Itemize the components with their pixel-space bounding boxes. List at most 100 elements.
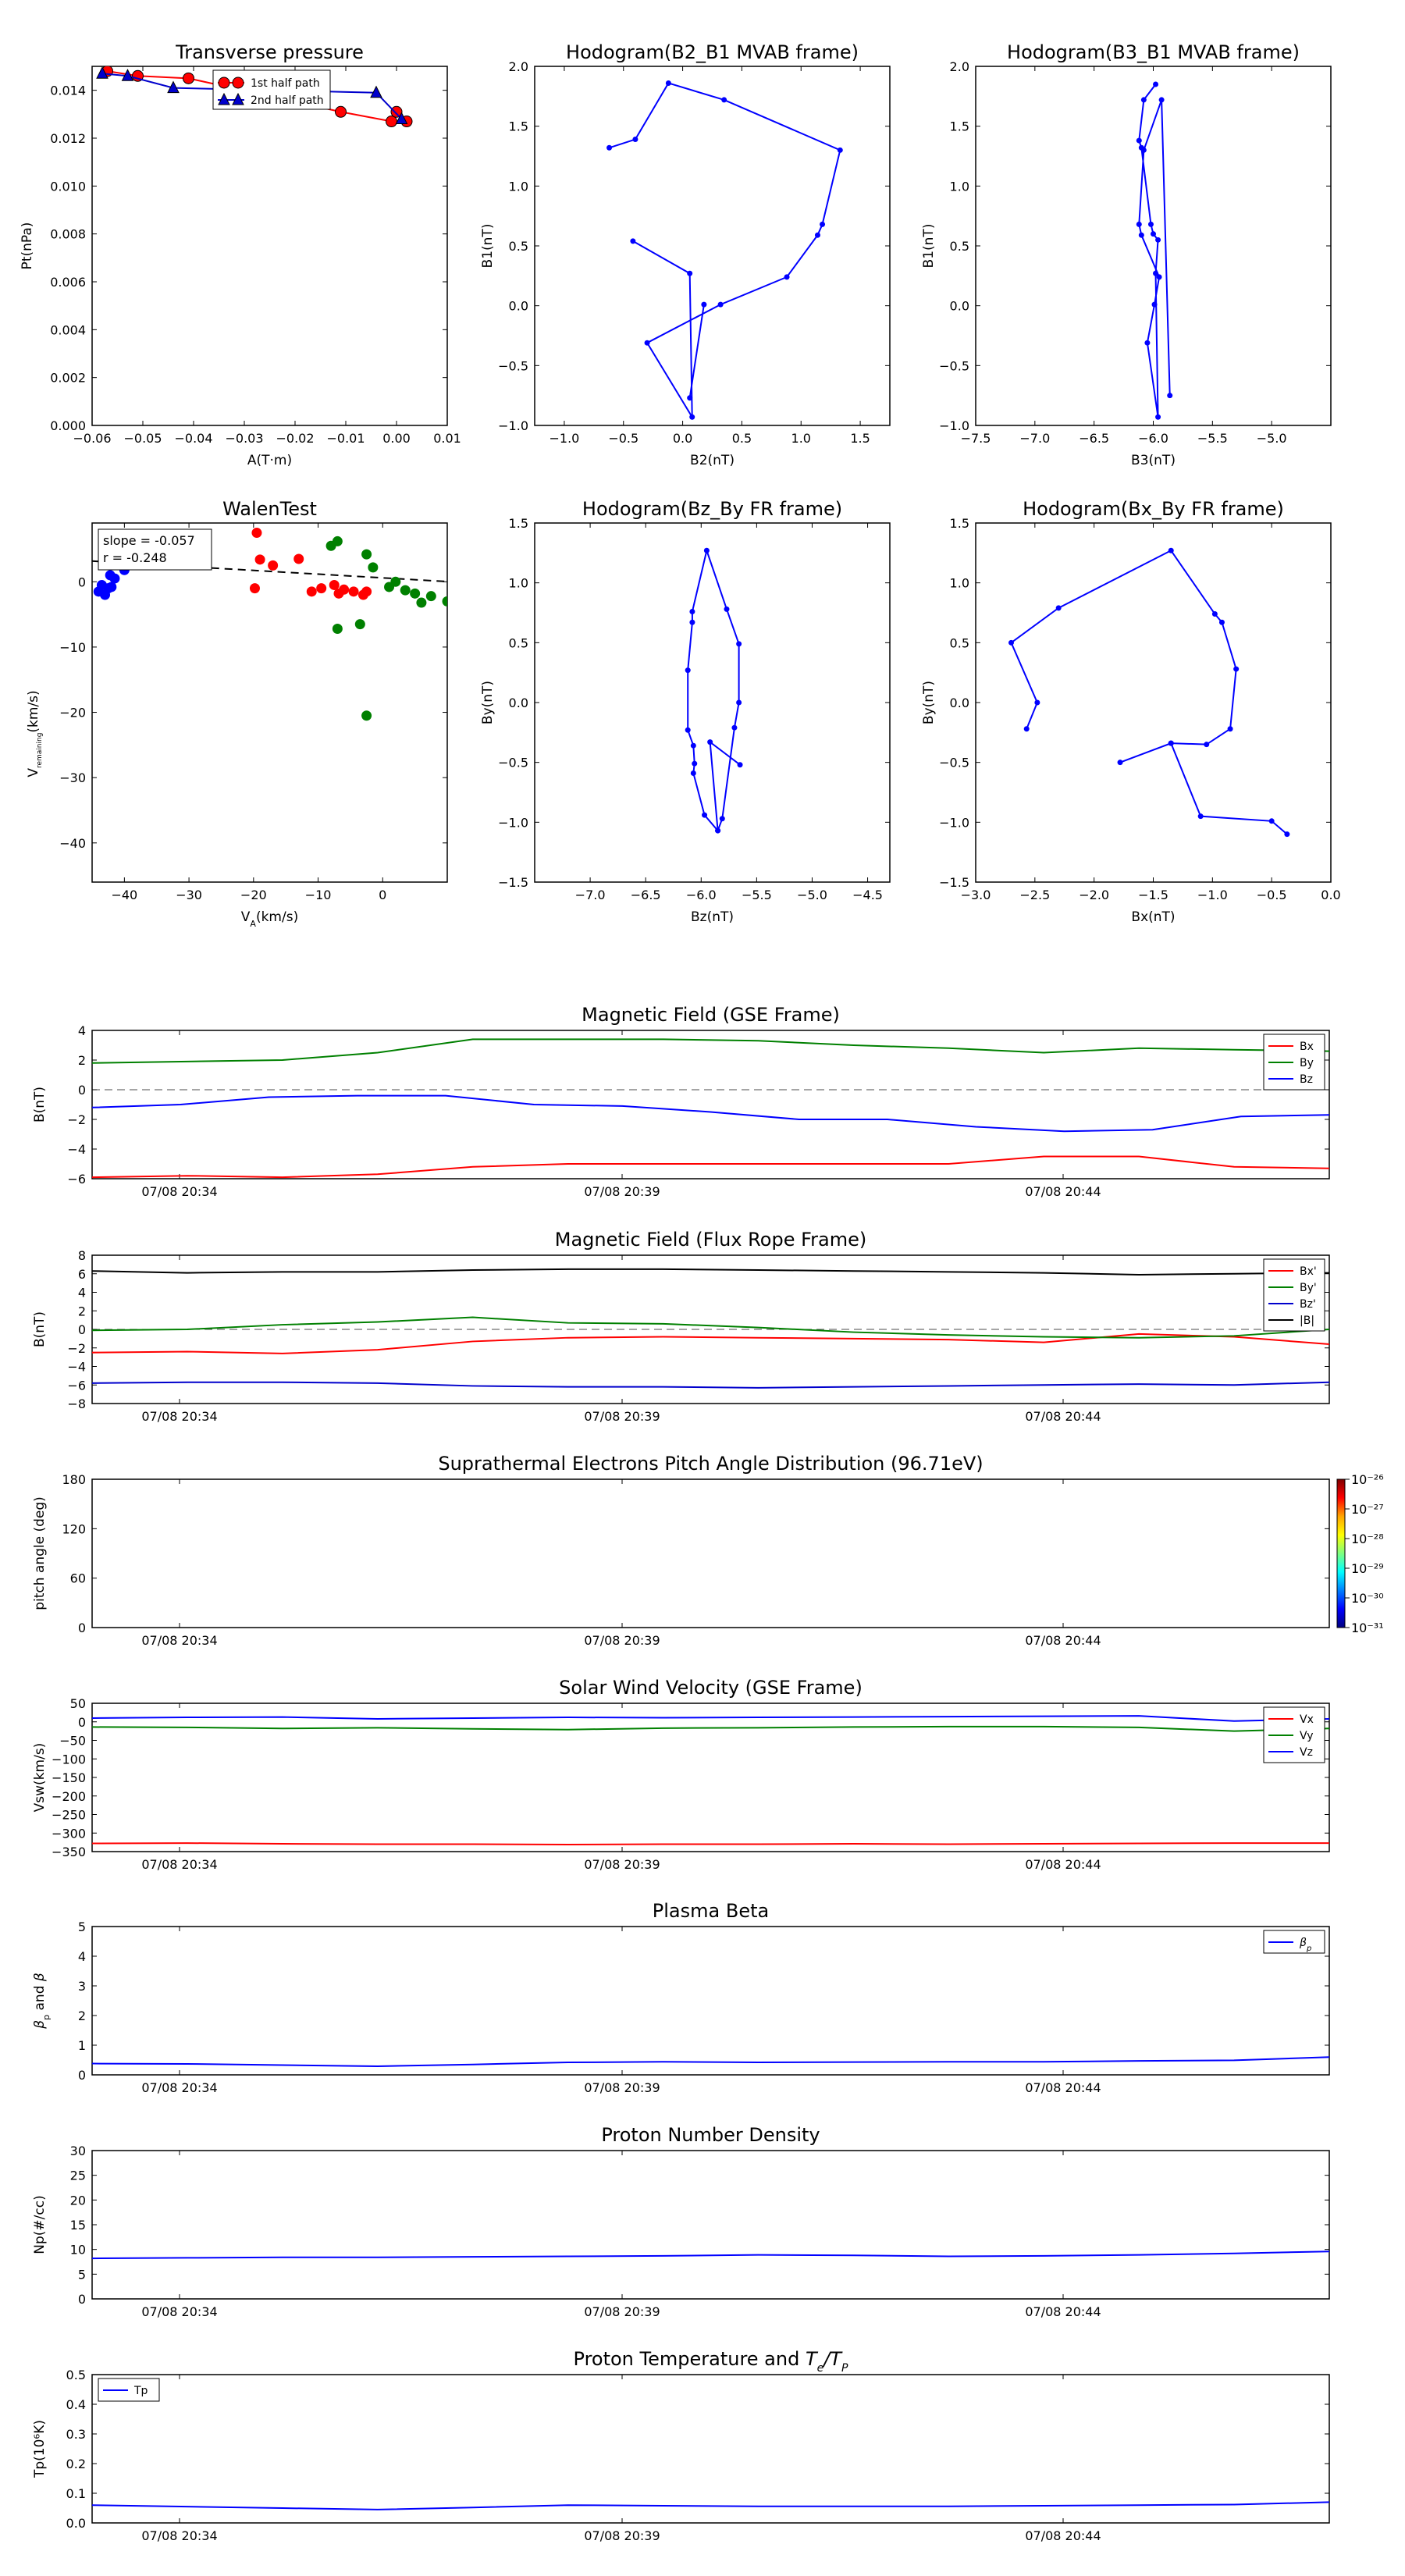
- colorbar-label: 10⁻²⁶: [1351, 1472, 1384, 1487]
- legend-marker: [218, 92, 230, 105]
- plot-frame: [91, 2150, 1330, 2300]
- x-axis-label: B2(nT): [690, 453, 735, 468]
- plot-frame: [91, 66, 448, 426]
- data-point: [1140, 147, 1147, 153]
- y-tick-label: 0.0: [509, 299, 528, 314]
- series-0: [1136, 81, 1173, 420]
- y-tick-label: −200: [52, 1789, 86, 1804]
- x-tick-label: −0.02: [276, 431, 314, 446]
- data-point: [814, 232, 820, 238]
- series-by-line: [92, 1038, 1329, 1064]
- series-s0-line: [92, 2250, 1329, 2260]
- chart-title: Magnetic Field (GSE Frame): [582, 1004, 840, 1026]
- data-point: [736, 641, 742, 647]
- y-tick-label: 1.5: [509, 516, 528, 531]
- data-point: [1204, 742, 1210, 748]
- plot-area: [1136, 81, 1173, 420]
- legend-label: |B|: [1300, 1315, 1314, 1327]
- data-point: [715, 827, 721, 834]
- y-tick-label: 15: [70, 2218, 86, 2233]
- data-point: [400, 585, 411, 596]
- y-tick-label: 1.5: [950, 516, 969, 531]
- x-tick-label: −2.0: [1079, 888, 1109, 902]
- x-tick-label: −40: [111, 888, 137, 902]
- y-axis-label: βp and β: [32, 1973, 52, 2030]
- y-axis-label: Vsw(km/s): [32, 1743, 48, 1813]
- y-tick-label: 1.0: [509, 179, 528, 194]
- plot-frame: [534, 522, 891, 883]
- plot-frame: [91, 1703, 1330, 1852]
- chart-magnetic-field-gse: Magnetic Field (GSE Frame) −6 −4 −2 0 2 4 07/08…: [32, 1004, 1330, 1199]
- y-axis-label: By(nT): [480, 681, 496, 724]
- data-point: [1151, 301, 1158, 308]
- x-tick-label: 0.0: [673, 431, 692, 446]
- data-point: [721, 97, 727, 103]
- y-tick-label: 0: [78, 575, 86, 589]
- series-2: [325, 535, 447, 721]
- y-tick-label: −1.0: [498, 418, 528, 433]
- chart-title: Hodogram(Bz_By FR frame): [582, 498, 842, 520]
- plot-area: [92, 1268, 1329, 1389]
- y-tick-label: 2.0: [509, 59, 528, 74]
- y-tick-label: 4: [78, 1949, 86, 1964]
- data-point: [689, 619, 695, 625]
- y-tick-label: 1.0: [509, 576, 528, 591]
- x-tick-label: 07/08 20:34: [141, 2304, 217, 2319]
- x-tick-label: −0.04: [174, 431, 212, 446]
- data-point: [1168, 740, 1174, 746]
- x-tick-label: 07/08 20:44: [1025, 1409, 1101, 1424]
- y-axis-label: B1(nT): [921, 224, 937, 269]
- x-tick-label: −7.0: [1019, 431, 1050, 446]
- series-bx-line: [92, 1332, 1329, 1354]
- y-tick-label: 0: [78, 1083, 86, 1098]
- data-point: [1268, 818, 1275, 824]
- y-tick-label: 1.5: [509, 119, 528, 134]
- x-tick-label: −20: [240, 888, 267, 902]
- y-tick-label: 1.5: [950, 119, 969, 134]
- y-tick-label: −0.5: [498, 358, 528, 373]
- x-tick-label: 07/08 20:44: [1025, 2080, 1101, 2095]
- annotation-text: r = -0.248: [103, 550, 167, 565]
- y-tick-label: 4: [78, 1286, 86, 1300]
- series-b-line: [92, 1268, 1329, 1276]
- y-tick-label: 4: [78, 1023, 86, 1038]
- data-point: [410, 588, 421, 599]
- y-tick-label: 50: [70, 1696, 86, 1711]
- chart-title: Plasma Beta: [653, 1900, 769, 1922]
- chart-title: Proton Temperature and Te/TP: [574, 2348, 849, 2375]
- data-point: [717, 301, 724, 308]
- y-tick-label: 0.004: [50, 322, 86, 337]
- data-point: [1155, 414, 1161, 420]
- series-0: [606, 80, 843, 420]
- series-bx-line: [92, 1155, 1329, 1179]
- y-tick-label: −50: [59, 1734, 86, 1749]
- series-1: [249, 528, 372, 600]
- y-tick-label: 0.5: [509, 635, 528, 650]
- y-axis-label: pitch angle (deg): [32, 1496, 48, 1610]
- x-tick-label: −5.0: [797, 888, 827, 902]
- data-point: [339, 584, 350, 595]
- x-tick-label: 1.0: [791, 431, 811, 446]
- x-tick-label: 0.0: [1321, 888, 1340, 902]
- y-tick-label: 0.5: [66, 2368, 86, 2382]
- legend-label: By: [1300, 1057, 1314, 1069]
- chart-proton-temperature: Proton Temperature and Te/TP 0.0 0.1 0.2 0.3…: [32, 2348, 1330, 2543]
- x-tick-label: 07/08 20:44: [1025, 1857, 1101, 1872]
- y-tick-label: −1.0: [939, 418, 969, 433]
- x-tick-label: −0.03: [225, 431, 263, 446]
- x-tick-label: −0.06: [73, 431, 111, 446]
- y-tick-label: 2.0: [950, 59, 969, 74]
- x-tick-label: −0.5: [608, 431, 638, 446]
- y-tick-label: 10: [70, 2243, 86, 2258]
- x-tick-label: 07/08 20:39: [584, 2304, 660, 2319]
- x-axis-label: A(T·m): [247, 453, 292, 468]
- data-point: [332, 623, 343, 634]
- plot-area: [92, 1038, 1329, 1179]
- colorbar-label: 10⁻³⁰: [1351, 1591, 1384, 1606]
- y-tick-label: 0.2: [66, 2457, 86, 2471]
- data-point: [384, 582, 395, 592]
- x-tick-label: −0.01: [326, 431, 365, 446]
- x-tick-label: 07/08 20:39: [584, 2080, 660, 2095]
- legend-marker: [218, 76, 230, 89]
- data-point: [1055, 605, 1062, 611]
